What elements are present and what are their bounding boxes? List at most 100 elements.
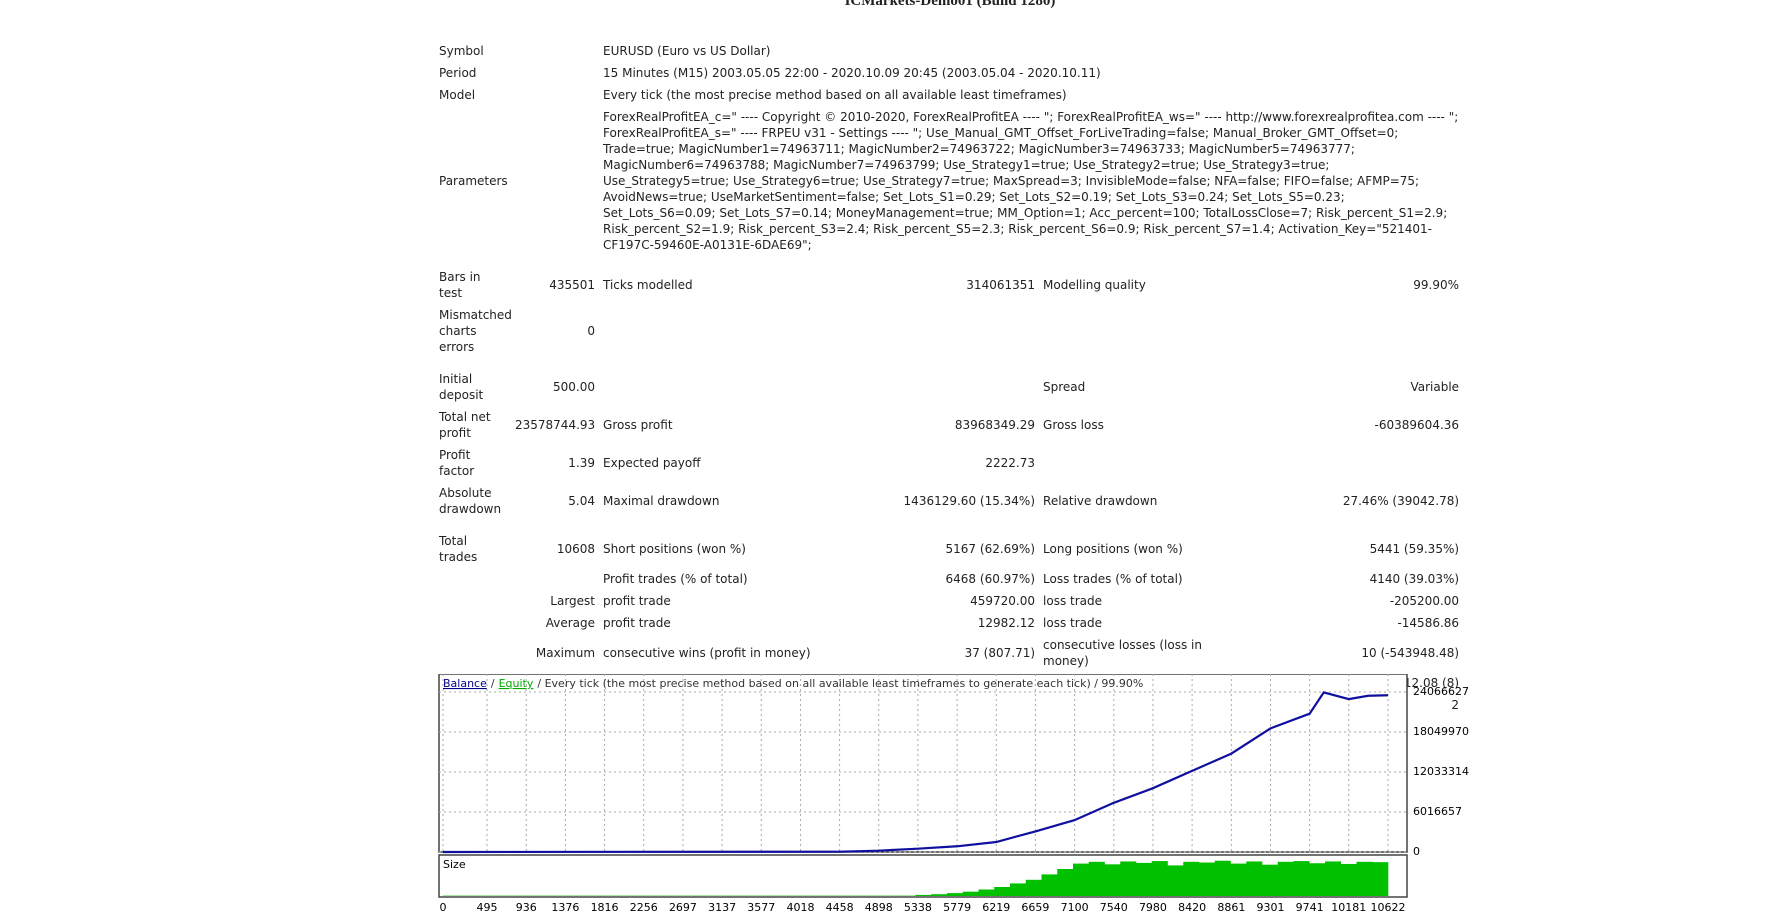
report-cell: Bars in test [439,270,481,300]
report-cell: Profit trades (% of total) [603,572,748,586]
x-tick-label: 6659 [1021,901,1049,914]
report-cell [435,590,511,612]
size-label: Size [443,858,466,871]
size-bar [994,887,1011,896]
report-cell: 37 (807.71) [964,646,1036,660]
report-cell: Average [545,616,596,630]
size-bar [1136,862,1153,896]
report-cell: Profit factor [439,448,475,478]
report-row: Maximum consecutive wins (profit in money… [435,634,1463,672]
x-tick-label: 3137 [708,901,736,914]
size-bar [1104,864,1121,896]
report-cell: Absolute drawdown [439,486,502,516]
x-tick-label: 4898 [865,901,893,914]
report-row: Symbol EURUSD (Euro vs US Dollar) [435,40,1463,62]
x-tick-label: 10622 [1371,901,1406,914]
x-tick-label: 5779 [943,901,971,914]
report-cell: 5.04 [568,494,596,508]
report-row: Mismatched charts errors 0 [435,304,1463,358]
size-bar [1372,862,1389,896]
report-cell: 15 Minutes (M15) 2003.05.05 22:00 - 2020… [603,66,1101,80]
report-row: Profit trades (% of total) 6468 (60.97%) L… [435,568,1463,590]
report-cell: loss trade [1043,616,1103,630]
x-tick-label: 0 [440,901,447,914]
report-cell: loss trade [1043,594,1103,608]
balance-chart: 0 6016657 12033314 18049970 24066627 0 495 936 1… [438,674,1469,914]
report-cell: 6468 (60.97%) [945,572,1036,586]
report-cell: 27.46% (39042.78) [1342,494,1460,508]
report-cell: Variable [1410,380,1460,394]
report-row: Period 15 Minutes (M15) 2003.05.05 22:00 … [435,62,1463,84]
report-cell: Loss trades (% of total) [1043,572,1183,586]
size-bar [1356,861,1373,896]
report-cell: -205200.00 [1389,594,1460,608]
report-cell: 10608 [556,542,596,556]
report-cell: Maximal drawdown [603,494,720,508]
x-tick-label: 9741 [1296,901,1324,914]
legend-item: / Every tick (the most precise method ba… [537,677,1143,690]
size-bar [1246,861,1263,896]
report-cell: Initial deposit [439,372,484,402]
report-cell: Every tick (the most precise method base… [603,88,1067,102]
x-tick-label: 6219 [982,901,1010,914]
size-bar [978,889,995,896]
report-row: Total net profit 23578744.93 Gross profit 8… [435,406,1463,444]
report-title: ICMarkets-Demo01 (Build 1280) [844,0,1056,9]
x-tick-label: 8861 [1217,901,1245,914]
report-cell: 12982.12 [977,616,1036,630]
report-cell: consecutive wins (profit in money) [603,646,811,660]
size-bar [1088,861,1105,896]
report-cell: 83968349.29 [954,418,1036,432]
report-cell: consecutive losses (loss in money) [1043,638,1202,668]
report-cell: Gross loss [1043,418,1104,432]
size-bar [1167,865,1184,896]
legend-item: Equity [499,677,534,690]
report-cell: 2222.73 [985,456,1036,470]
report-cell: 23578744.93 [515,418,596,432]
report-cell: 10 (-543948.48) [1361,646,1460,660]
report-cell: 99.90% [1413,278,1460,292]
report-cell: profit trade [603,616,671,630]
spacer [435,520,1463,530]
size-bar [1309,863,1326,896]
x-tick-label: 7100 [1061,901,1089,914]
y-tick-label: 18049970 [1413,725,1469,738]
report-table: Symbol EURUSD (Euro vs US Dollar) Period 15… [435,40,1463,716]
report-cell: Total trades [439,534,478,564]
report-cell [1251,304,1463,358]
report-cell [1039,304,1251,358]
size-bar [1293,861,1310,896]
report-cell [511,568,599,590]
report-cell: Short positions (won %) [603,542,746,556]
x-tick-label: 5338 [904,901,932,914]
size-bar [1041,874,1058,896]
report-cell: Ticks modelled [603,278,693,292]
report-row: Parameters ForexRealProfitEA_c=" ---- Cop… [435,106,1463,256]
report-cell [435,568,511,590]
legend: Balance / Equity / Every tick (the most pre… [443,677,1143,690]
report-row: Initial deposit 500.00 Spread Variable [435,368,1463,406]
report-cell: -14586.86 [1397,616,1460,630]
report-cell: 5441 (59.35%) [1369,542,1460,556]
x-tick-label: 2256 [630,901,658,914]
size-bar [1262,864,1279,896]
report-row: Absolute drawdown 5.04 Maximal drawdown 143… [435,482,1463,520]
spacer [435,358,1463,368]
report-row: Bars in test 435501 Ticks modelled 31406135… [435,266,1463,304]
x-tick-label: 10181 [1331,901,1366,914]
report-cell: profit trade [603,594,671,608]
x-tick-label: 7980 [1139,901,1167,914]
x-tick-label: 3577 [747,901,775,914]
report-cell: 0 [587,324,596,338]
y-tick-label: 24066627 [1413,685,1469,698]
x-tick-label: 936 [516,901,537,914]
size-bar [1025,879,1042,896]
report-cell: 1436129.60 (15.34%) [903,494,1036,508]
report-cell: Largest [550,594,596,608]
report-cell [435,612,511,634]
report-cell: Mismatched charts errors [439,308,512,354]
report-cell [435,634,511,672]
balance-line [442,691,1389,854]
report-cell [1251,444,1463,482]
report-cell: EURUSD (Euro vs US Dollar) [603,44,771,58]
